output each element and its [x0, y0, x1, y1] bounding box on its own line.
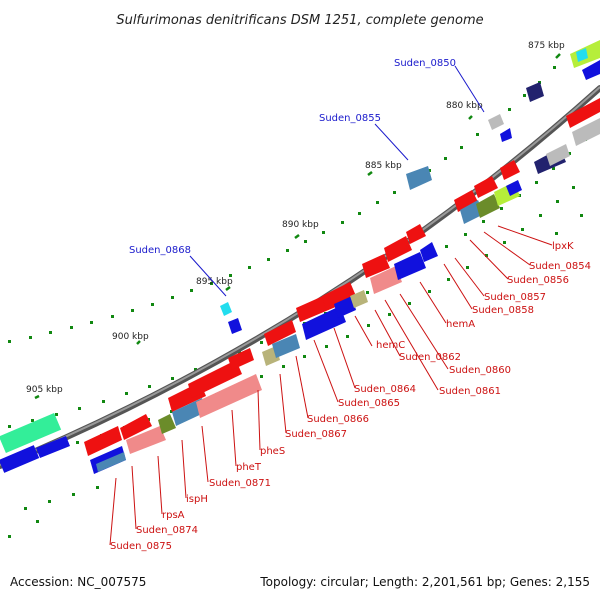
gene-label-inner: ispH	[186, 494, 208, 505]
feature-arrow	[264, 320, 296, 346]
gene-label-inner: Suden_0865	[338, 398, 400, 409]
feature-arrow	[188, 360, 242, 398]
gene-label-inner: hemC	[376, 340, 405, 351]
feature-arrow	[36, 436, 70, 458]
feature-arrow	[370, 266, 402, 294]
feature-arrow	[506, 180, 522, 196]
gene-label-inner: Suden_0874	[136, 525, 198, 536]
map-title: Sulfurimonas denitrificans DSM 1251, com…	[116, 13, 483, 28]
gene-label-inner: Suden_0862	[399, 352, 461, 363]
gene-label-inner: Suden_0857	[484, 292, 546, 303]
accession-text: Accession: NC_007575	[10, 575, 146, 589]
feature-arrow	[120, 414, 152, 440]
outer-feature-row	[0, 40, 600, 473]
feature-arrow	[350, 290, 368, 308]
gene-label-inner: Suden_0864	[354, 384, 416, 395]
gene-label-inner: Suden_0867	[285, 429, 347, 440]
inner-feature-row	[90, 60, 600, 474]
feature-arrow	[406, 166, 432, 190]
feature-arrow	[322, 282, 356, 310]
feature-arrow	[406, 224, 426, 244]
kbp-label: 905 kbp	[26, 385, 63, 395]
feature-arrow	[500, 128, 512, 142]
feature-arrow	[302, 306, 346, 340]
kbp-label: 875 kbp	[528, 41, 565, 51]
feature-arrow	[526, 82, 544, 102]
gene-label-inner: Suden_0854	[529, 261, 591, 272]
gene-label-inner: pheT	[236, 462, 262, 473]
kbp-label: 895 kbp	[196, 277, 233, 287]
feature-arrow	[362, 254, 390, 278]
feature-arrow	[158, 414, 176, 434]
feature-arrow	[96, 452, 126, 472]
feature-arrow	[126, 426, 166, 454]
gene-label-inner: Suden_0871	[209, 478, 271, 489]
feature-arrow	[474, 176, 498, 198]
gene-label-inner: Suden_0866	[307, 414, 369, 425]
outer-tick-marks	[8, 66, 556, 343]
feature-arrow	[228, 318, 242, 334]
feature-arrow	[576, 48, 588, 62]
kbp-label: 890 kbp	[282, 220, 319, 230]
feature-arrow	[384, 236, 412, 262]
gene-label-outer: Suden_0855	[319, 113, 381, 124]
gene-label-inner: Suden_0875	[110, 541, 172, 552]
gene-label-outer: Suden_0850	[394, 58, 456, 69]
genome-summary-text: Topology: circular; Length: 2,201,561 bp…	[259, 575, 590, 589]
feature-arrow	[420, 242, 438, 262]
kbp-label: 900 kbp	[112, 332, 149, 342]
bottom-tick-marks	[8, 214, 583, 538]
kbp-label: 880 kbp	[446, 101, 483, 111]
major-ticks	[34, 53, 561, 400]
gene-label-inner: hemA	[446, 319, 475, 330]
feature-block	[0, 412, 62, 454]
gene-label-inner: lpxK	[552, 241, 574, 252]
inner-tick-marks	[8, 138, 587, 428]
feature-arrow	[572, 118, 600, 146]
feature-arrow	[220, 302, 232, 316]
feature-arrow	[546, 144, 570, 166]
gene-label-outer: Suden_0868	[129, 245, 191, 256]
feature-arrow	[196, 374, 262, 418]
feature-arrow	[476, 194, 500, 218]
feature-arrow	[500, 160, 520, 180]
gene-label-inner: pheS	[260, 446, 285, 457]
feature-arrow	[394, 252, 426, 280]
gene-label-inner: Suden_0860	[449, 365, 511, 376]
feature-arrow	[454, 190, 478, 212]
kbp-label: 885 kbp	[365, 161, 402, 171]
feature-arrow	[334, 296, 356, 318]
gene-label-inner: Suden_0858	[472, 305, 534, 316]
feature-arrow	[84, 426, 122, 456]
gene-label-inner: rpsA	[162, 510, 185, 521]
feature-block	[0, 445, 40, 473]
leader-lines-red	[109, 225, 553, 546]
feature-arrow	[272, 334, 300, 358]
feature-arrow	[582, 60, 600, 80]
feature-arrow	[488, 114, 504, 130]
gene-label-inner: Suden_0861	[439, 386, 501, 397]
gene-label-inner: Suden_0856	[507, 275, 569, 286]
feature-arrow	[566, 98, 600, 128]
leader-lines-blue	[189, 65, 485, 297]
feature-arrow	[228, 348, 254, 370]
